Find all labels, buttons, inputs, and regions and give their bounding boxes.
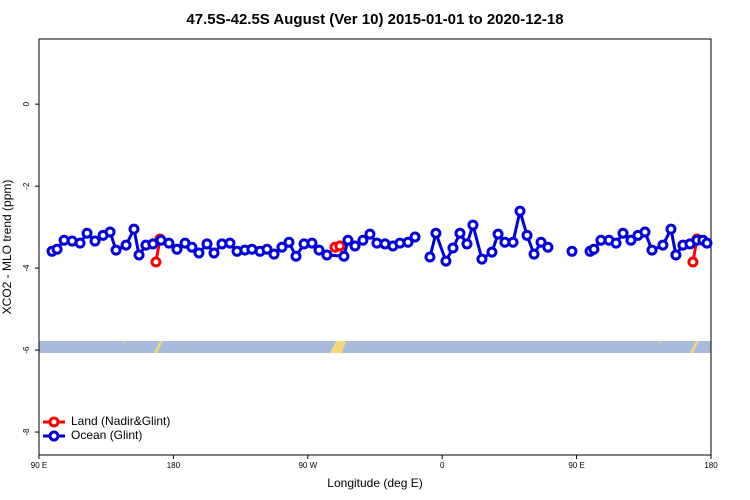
- data-point: [110, 244, 122, 256]
- x-tick-label: 90 E: [31, 461, 47, 470]
- data-point: [208, 247, 220, 259]
- legend-marker: [48, 430, 60, 442]
- data-point: [104, 226, 116, 238]
- data-point: [276, 241, 288, 253]
- data-point: [128, 223, 140, 235]
- data-point: [528, 248, 540, 260]
- data-point: [588, 243, 600, 255]
- land-patch: [154, 341, 163, 353]
- plot-frame: [38, 38, 712, 456]
- y-tick-label: 0: [22, 101, 31, 106]
- data-point: [201, 238, 213, 250]
- data-point: [454, 227, 466, 239]
- data-point: [486, 246, 498, 258]
- data-point: [334, 240, 346, 252]
- x-tick-label: 180: [167, 461, 181, 470]
- y-tick-label: -2: [22, 182, 31, 190]
- data-point: [349, 240, 361, 252]
- data-point: [74, 237, 86, 249]
- data-point: [424, 251, 436, 263]
- legend-label: Land (Nadir&Glint): [71, 414, 170, 428]
- chart-title: 47.5S-42.5S August (Ver 10) 2015-01-01 t…: [186, 11, 563, 28]
- data-point: [566, 245, 578, 257]
- data-point: [409, 231, 421, 243]
- data-point: [313, 244, 325, 256]
- x-tick-label: 90 W: [298, 461, 317, 470]
- data-point: [133, 249, 145, 261]
- data-point: [261, 243, 273, 255]
- data-point: [687, 256, 699, 268]
- x-tick-label: 180: [704, 461, 718, 470]
- legend-label: Ocean (Glint): [71, 428, 142, 442]
- data-point: [665, 223, 677, 235]
- data-point: [268, 248, 280, 260]
- data-point: [492, 228, 504, 240]
- data-point: [150, 256, 162, 268]
- y-tick-label: -8: [22, 428, 31, 436]
- data-point: [430, 227, 442, 239]
- data-point: [467, 219, 479, 231]
- data-point: [521, 229, 533, 241]
- data-point: [535, 236, 547, 248]
- data-point: [89, 235, 101, 247]
- land-patch: [658, 341, 661, 344]
- data-point: [657, 239, 669, 251]
- land-patch: [330, 341, 346, 353]
- data-point: [357, 234, 369, 246]
- data-point: [670, 249, 682, 261]
- data-point: [290, 250, 302, 262]
- land-patch: [690, 341, 699, 353]
- x-tick-label: 90 E: [568, 461, 584, 470]
- data-point: [701, 237, 713, 249]
- data-point: [51, 243, 63, 255]
- data-point: [186, 241, 198, 253]
- data-point: [193, 247, 205, 259]
- ocean-strip: [39, 341, 711, 353]
- land-patch: [122, 341, 125, 344]
- data-point: [283, 236, 295, 248]
- data-point: [338, 250, 350, 262]
- data-point: [81, 227, 93, 239]
- data-point: [476, 253, 488, 265]
- data-point: [364, 228, 376, 240]
- data-point: [507, 236, 519, 248]
- data-point: [224, 237, 236, 249]
- data-point: [542, 241, 554, 253]
- data-point: [625, 234, 637, 246]
- data-point: [321, 249, 333, 261]
- data-point: [610, 237, 622, 249]
- data-point: [461, 238, 473, 250]
- y-axis-label: XCO2 - MLO trend (ppm): [0, 180, 14, 315]
- data-point: [163, 237, 175, 249]
- map-strip: [39, 341, 711, 353]
- y-tick-label: -4: [22, 264, 31, 272]
- data-point: [447, 242, 459, 254]
- data-point: [646, 244, 658, 256]
- y-tick-label: -6: [22, 346, 31, 354]
- legend-marker: [48, 416, 60, 428]
- data-point: [342, 234, 354, 246]
- data-point: [306, 237, 318, 249]
- data-point: [639, 226, 651, 238]
- x-tick-label: 0: [440, 461, 445, 470]
- data-point: [171, 243, 183, 255]
- data-point: [617, 227, 629, 239]
- data-point: [120, 239, 132, 251]
- x-axis-label: Longitude (deg E): [327, 476, 422, 490]
- data-point: [440, 255, 452, 267]
- data-point: [402, 236, 414, 248]
- data-point: [514, 205, 526, 217]
